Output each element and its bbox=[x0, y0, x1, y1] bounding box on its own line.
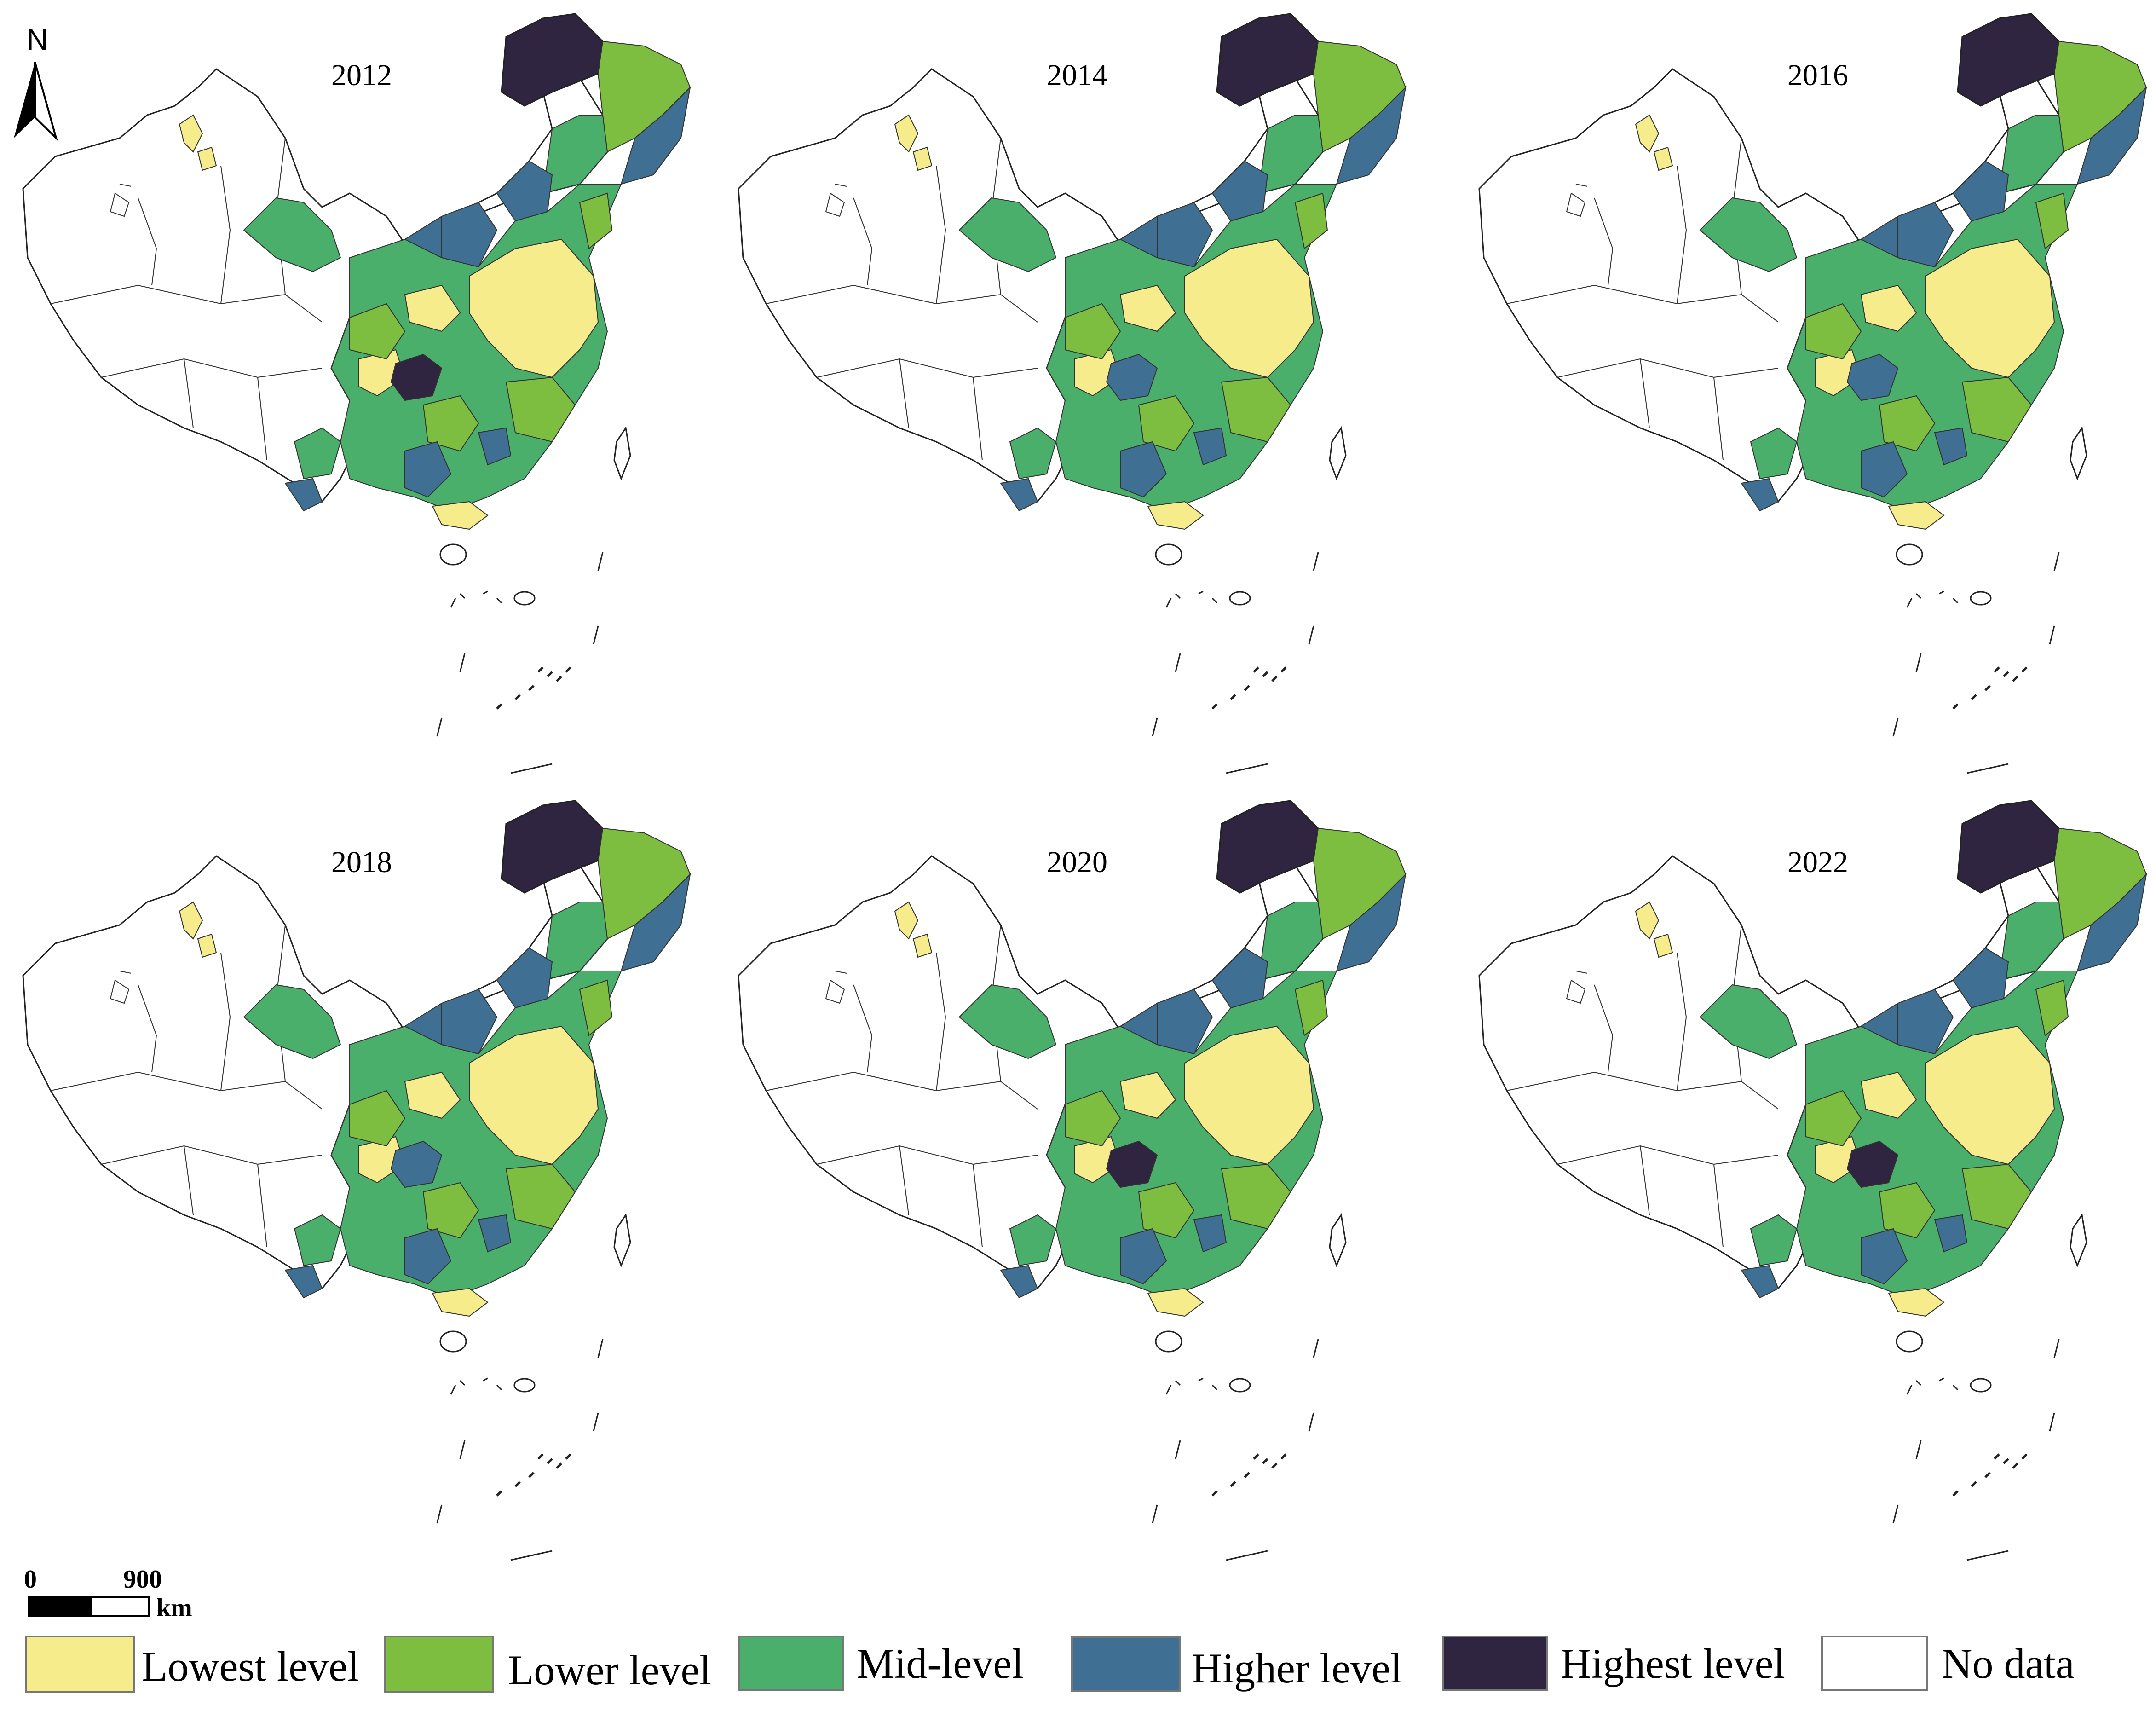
legend-swatch-highest bbox=[1442, 1636, 1548, 1691]
panel-title-2012: 2012 bbox=[331, 58, 392, 92]
map-panel-2012: 2012 bbox=[23, 14, 690, 773]
legend-swatch-lower bbox=[384, 1636, 494, 1693]
legend-item-no-data: No data bbox=[1821, 1636, 2075, 1691]
scale-segment-black bbox=[28, 1596, 92, 1617]
legend-label-lowest: Lowest level bbox=[142, 1643, 359, 1690]
legend-item-higher: Higher level bbox=[1071, 1636, 1402, 1692]
panel-title-2018: 2018 bbox=[331, 845, 392, 879]
panel-title-2016: 2016 bbox=[1787, 58, 1848, 92]
legend-item-highest: Highest level bbox=[1442, 1636, 1785, 1691]
scale-end-label: 900 bbox=[123, 1565, 162, 1594]
scale-bar: 0 900 km bbox=[24, 1565, 192, 1622]
legend-swatch-mid bbox=[738, 1636, 844, 1691]
legend-label-mid: Mid-level bbox=[857, 1640, 1024, 1687]
scale-segment-white bbox=[90, 1596, 150, 1617]
north-arrow: N bbox=[14, 23, 58, 141]
legend-swatch-no-data bbox=[1821, 1636, 1928, 1691]
north-arrow-label: N bbox=[27, 23, 48, 56]
legend-swatch-lowest bbox=[25, 1636, 135, 1693]
legend-item-lowest: Lowest level bbox=[25, 1636, 359, 1693]
legend-label-highest: Highest level bbox=[1561, 1640, 1785, 1687]
scale-unit-label: km bbox=[156, 1594, 192, 1622]
legend-label-no-data: No data bbox=[1942, 1640, 2075, 1687]
map-panel-2014: 2014 bbox=[738, 14, 1406, 773]
legend-item-mid: Mid-level bbox=[738, 1636, 1024, 1691]
legend-swatch-higher bbox=[1071, 1636, 1181, 1692]
legend-label-lower: Lower level bbox=[508, 1647, 711, 1694]
panel-title-2022: 2022 bbox=[1787, 845, 1848, 879]
panel-title-2020: 2020 bbox=[1047, 845, 1107, 879]
north-arrow-icon bbox=[14, 62, 35, 138]
map-panel-2018: 2018 bbox=[23, 801, 690, 1560]
map-panel-2016: 2016 bbox=[1479, 14, 2146, 773]
scale-start-label: 0 bbox=[24, 1565, 37, 1594]
map-panel-2020: 2020 bbox=[738, 801, 1406, 1560]
map-panel-2022: 2022 bbox=[1479, 801, 2146, 1560]
legend-label-higher: Higher level bbox=[1192, 1645, 1402, 1692]
legend-item-lower: Lower level bbox=[384, 1636, 711, 1694]
panel-title-2014: 2014 bbox=[1047, 58, 1107, 92]
legend: Lowest level Lower level Mid-level Highe… bbox=[25, 1636, 2075, 1694]
